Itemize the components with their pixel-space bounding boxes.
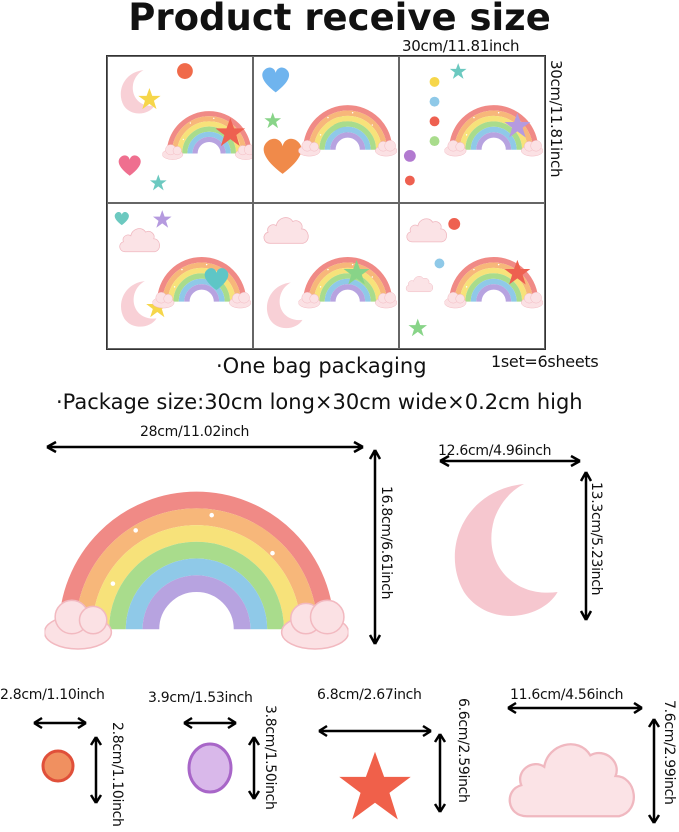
star-height-label: 6.6cm/2.59inch <box>455 698 471 803</box>
sheet-5 <box>253 202 399 349</box>
small-dot-width-label: 2.8cm/1.10inch <box>0 687 105 703</box>
sheet-grid <box>106 55 546 350</box>
rainbow-height-arrow <box>368 449 382 645</box>
sheet-illustration <box>118 63 252 191</box>
sheet-4 <box>107 202 253 349</box>
cloud-height-label: 7.6cm/2.99inch <box>661 700 677 805</box>
star-sticker <box>336 748 414 824</box>
moon-height-label: 13.3cm/5.23inch <box>588 482 604 596</box>
sheet-illustration <box>262 67 398 174</box>
large-dot-width-arrow <box>183 716 237 730</box>
small-dot-height-label: 2.8cm/1.10inch <box>109 722 125 827</box>
rainbow-width-label: 28cm/11.02inch <box>140 424 250 440</box>
sheet-illustration <box>114 209 252 327</box>
cloud-width-arrow <box>507 701 643 715</box>
cloud-sticker <box>504 730 642 822</box>
sheet-illustration <box>403 63 544 186</box>
packaging-label: ·One bag packaging <box>216 354 427 378</box>
moon-height-arrow <box>579 471 593 621</box>
small-dot-height-arrow <box>89 736 103 804</box>
set-count-label: 1set=6sheets <box>491 352 599 371</box>
rainbow-width-arrow <box>46 440 364 454</box>
small-dot-width-arrow <box>33 716 87 730</box>
page-title: Product receive size <box>128 0 551 39</box>
star-width-label: 6.8cm/2.67inch <box>317 687 422 703</box>
sheet-width-label: 30cm/11.81inch <box>402 37 520 55</box>
package-size-label: ·Package size:30cm long×30cm wide×0.2cm … <box>56 390 583 414</box>
sheet-2 <box>253 56 399 203</box>
rainbow-sticker <box>44 462 349 652</box>
sheet-3 <box>399 56 545 203</box>
star-width-arrow <box>318 724 432 738</box>
large-dot-sticker <box>187 742 233 794</box>
large-dot-height-label: 3.8cm/1.50inch <box>262 705 278 810</box>
star-height-arrow <box>433 733 447 813</box>
moon-sticker <box>440 475 560 625</box>
cloud-width-label: 11.6cm/4.56inch <box>510 687 624 703</box>
sheet-illustration <box>263 216 398 328</box>
cloud-height-arrow <box>647 718 661 824</box>
sheet-1 <box>107 56 253 203</box>
large-dot-width-label: 3.9cm/1.53inch <box>148 690 253 706</box>
moon-width-label: 12.6cm/4.96inch <box>438 443 552 459</box>
small-dot-sticker <box>41 749 75 783</box>
moon-width-arrow <box>439 454 581 468</box>
large-dot-height-arrow <box>247 736 261 800</box>
sheet-illustration <box>405 217 544 336</box>
sheet-height-label: 30cm/11.81inch <box>547 60 565 178</box>
rainbow-height-label: 16.8cm/6.61inch <box>378 486 394 600</box>
sheet-6 <box>399 202 545 349</box>
